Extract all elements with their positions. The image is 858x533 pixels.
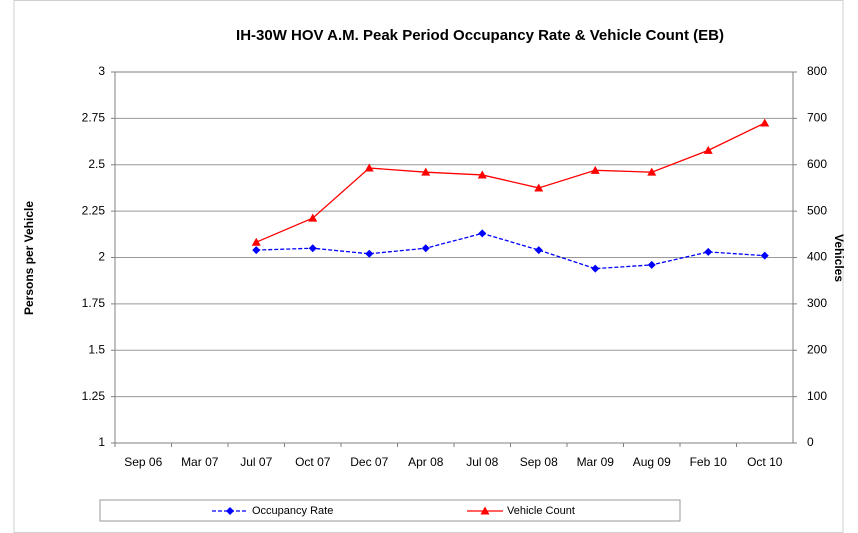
- x-tick-label: Sep 06: [124, 455, 162, 469]
- marker: [591, 264, 600, 273]
- x-tick-label: Sep 08: [520, 455, 558, 469]
- marker: [760, 251, 769, 260]
- marker: [703, 145, 713, 154]
- x-tick-label: Dec 07: [350, 455, 388, 469]
- y2-tick-label: 800: [807, 64, 827, 78]
- series-line: [256, 232, 765, 270]
- y-tick-label: 2.5: [88, 157, 105, 171]
- y2-tick-label: 200: [807, 342, 827, 356]
- x-tick-label: Oct 07: [295, 455, 331, 469]
- legend-box: [99, 499, 681, 522]
- x-tick-label: Mar 09: [577, 455, 615, 469]
- legend-marker: [226, 507, 234, 515]
- y-tick-label: 3: [98, 64, 105, 78]
- y2-axis-title: Vehicles: [832, 234, 846, 282]
- marker: [760, 118, 770, 127]
- marker: [365, 249, 374, 258]
- marker: [534, 183, 544, 192]
- marker: [308, 244, 317, 253]
- y-axis-title: Persons per Vehicle: [22, 201, 36, 315]
- y2-tick-label: 300: [807, 296, 827, 310]
- marker: [704, 247, 713, 256]
- chart-border: [13, 0, 844, 533]
- y2-tick-label: 500: [807, 203, 827, 217]
- x-tick-label: Feb 10: [690, 455, 728, 469]
- y2-tick-label: 100: [807, 389, 827, 403]
- marker: [477, 170, 487, 179]
- legend-label: Occupancy Rate: [252, 505, 333, 517]
- x-tick-label: Mar 07: [181, 455, 219, 469]
- marker: [478, 229, 487, 238]
- x-tick-label: Aug 09: [633, 455, 671, 469]
- y2-tick-label: 600: [807, 157, 827, 171]
- y2-tick-label: 0: [807, 435, 814, 449]
- marker: [590, 165, 600, 174]
- marker: [251, 237, 261, 246]
- chart-title: IH-30W HOV A.M. Peak Period Occupancy Ra…: [236, 27, 724, 44]
- x-tick-label: Jul 07: [240, 455, 272, 469]
- marker: [534, 246, 543, 255]
- series-line: [255, 122, 766, 243]
- y2-tick-label: 400: [807, 250, 827, 264]
- legend-marker: [480, 506, 490, 515]
- marker: [308, 213, 318, 222]
- y-tick-label: 1: [98, 435, 105, 449]
- marker: [421, 244, 430, 253]
- x-tick-label: Oct 10: [747, 455, 783, 469]
- y-tick-label: 2: [98, 250, 105, 264]
- y-tick-label: 1.75: [82, 296, 106, 310]
- x-tick-label: Apr 08: [408, 455, 444, 469]
- marker: [647, 260, 656, 269]
- x-tick-label: Jul 08: [466, 455, 498, 469]
- y-tick-label: 1.5: [88, 342, 105, 356]
- marker: [364, 163, 374, 172]
- y-tick-label: 2.75: [82, 111, 106, 125]
- marker: [421, 167, 431, 176]
- legend-label: Vehicle Count: [507, 505, 575, 517]
- y2-tick-label: 700: [807, 111, 827, 125]
- y-tick-label: 2.25: [82, 203, 106, 217]
- y-tick-label: 1.25: [82, 389, 106, 403]
- marker: [252, 246, 261, 255]
- marker: [647, 167, 657, 176]
